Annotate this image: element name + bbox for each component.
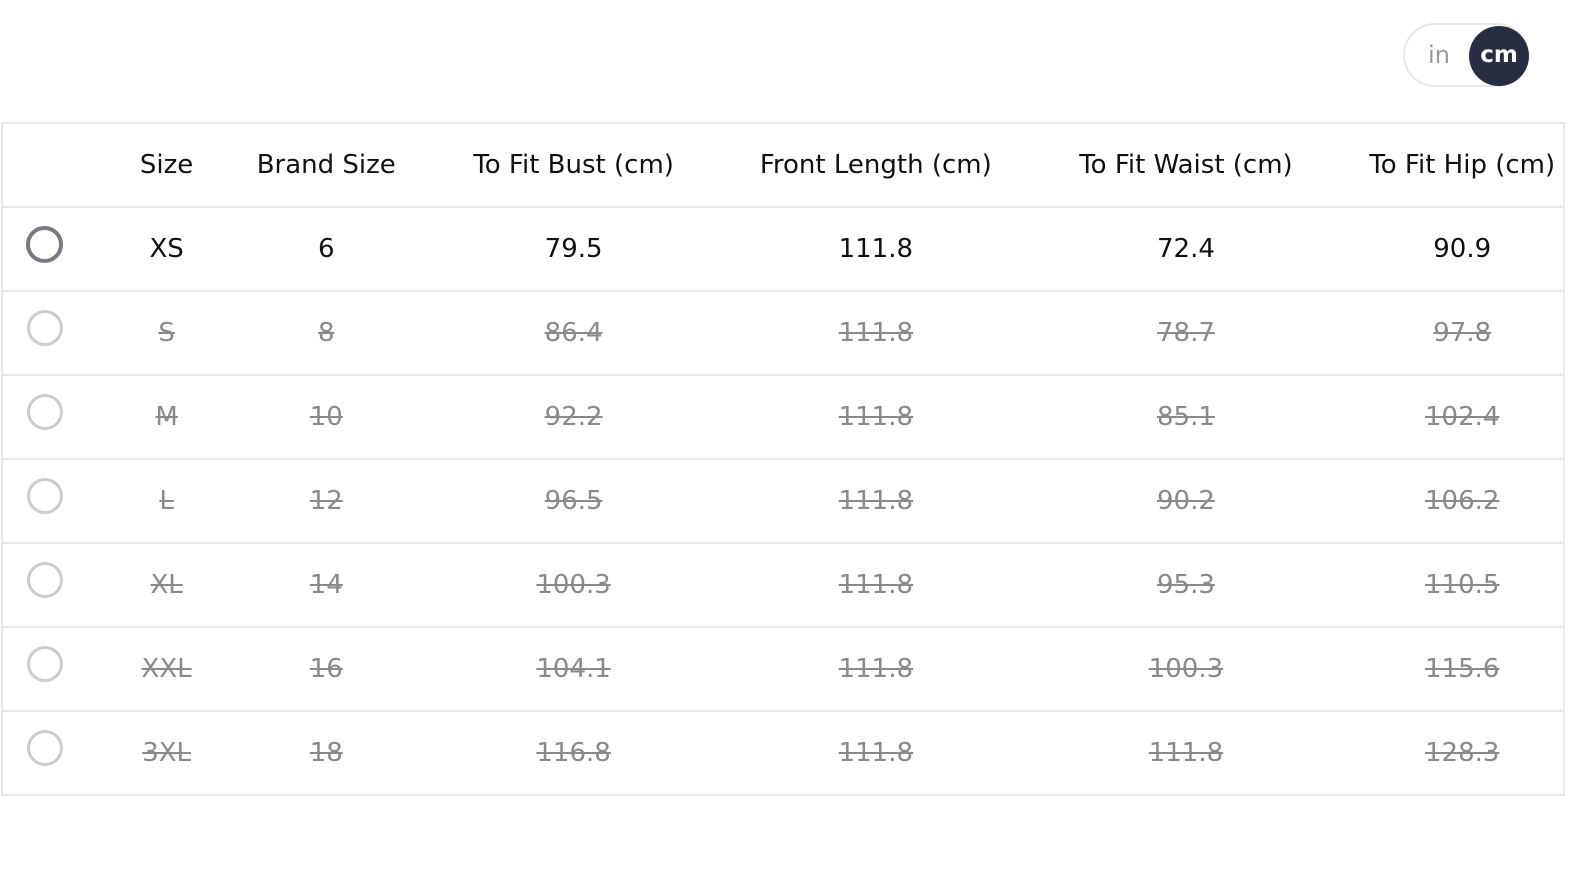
table-cell: 3XL xyxy=(86,711,247,796)
table-cell: L xyxy=(86,459,247,544)
table-header-row: Size Brand Size To Fit Bust (cm) Front Leng… xyxy=(2,123,1564,208)
table-cell: 86.4 xyxy=(406,291,742,376)
column-header: Brand Size xyxy=(246,123,407,208)
table-cell: 92.2 xyxy=(406,375,742,460)
column-header: To Fit Bust (cm) xyxy=(406,123,742,208)
table-cell: 102.4 xyxy=(1361,375,1564,460)
table-row[interactable]: XL 14 100.3 111.8 95.3 110.5 xyxy=(2,543,1564,628)
radio-cell xyxy=(2,627,87,712)
radio-cell xyxy=(2,543,87,628)
table-cell: 111.8 xyxy=(741,375,1011,460)
table-cell: 12 xyxy=(246,459,407,544)
table-cell: 106.2 xyxy=(1361,459,1564,544)
table-cell: XS xyxy=(86,207,247,292)
table-cell: 104.1 xyxy=(406,627,742,712)
table-cell: 18 xyxy=(246,711,407,796)
size-radio[interactable] xyxy=(26,225,64,263)
table-cell: 10 xyxy=(246,375,407,460)
radio-cell xyxy=(2,711,87,796)
column-header: Front Length (cm) xyxy=(741,123,1011,208)
size-radio[interactable] xyxy=(26,394,63,430)
table-cell: 14 xyxy=(246,543,407,628)
table-cell: M xyxy=(86,375,247,460)
table-cell: 111.8 xyxy=(1010,711,1362,796)
size-radio[interactable] xyxy=(26,562,63,598)
table-cell: 100.3 xyxy=(406,543,742,628)
radio-cell xyxy=(2,375,87,460)
table-cell: 116.8 xyxy=(406,711,742,796)
table-cell: 8 xyxy=(246,291,407,376)
table-cell: 110.5 xyxy=(1361,543,1564,628)
column-header: To Fit Hip (cm) xyxy=(1361,123,1564,208)
column-header: Size xyxy=(86,123,247,208)
unit-option-in[interactable]: in xyxy=(1428,41,1450,69)
table-cell: 6 xyxy=(246,207,407,292)
table-row[interactable]: 3XL 18 116.8 111.8 111.8 128.3 xyxy=(2,711,1564,796)
column-header xyxy=(2,123,87,208)
table-row[interactable]: XS 6 79.5 111.8 72.4 90.9 xyxy=(2,207,1564,292)
table-cell: 111.8 xyxy=(741,459,1011,544)
table-cell: 97.8 xyxy=(1361,291,1564,376)
table-row[interactable]: S 8 86.4 111.8 78.7 97.8 xyxy=(2,291,1564,376)
table-cell: S xyxy=(86,291,247,376)
unit-toggle[interactable]: in cm xyxy=(1403,23,1529,87)
table-cell: 111.8 xyxy=(741,543,1011,628)
table-cell: 111.8 xyxy=(741,291,1011,376)
table-cell: XL xyxy=(86,543,247,628)
table-cell: 111.8 xyxy=(741,207,1011,292)
table-cell: 78.7 xyxy=(1010,291,1362,376)
size-radio[interactable] xyxy=(26,310,63,346)
table-cell: 96.5 xyxy=(406,459,742,544)
unit-option-cm[interactable]: cm xyxy=(1469,26,1529,86)
table-cell: 72.4 xyxy=(1010,207,1362,292)
radio-cell xyxy=(2,207,87,292)
table-cell: 111.8 xyxy=(741,711,1011,796)
table-row[interactable]: XXL 16 104.1 111.8 100.3 115.6 xyxy=(2,627,1564,712)
table-cell: XXL xyxy=(86,627,247,712)
radio-cell xyxy=(2,291,87,376)
size-radio[interactable] xyxy=(26,646,63,682)
table-cell: 79.5 xyxy=(406,207,742,292)
table-cell: 90.2 xyxy=(1010,459,1362,544)
table-cell: 115.6 xyxy=(1361,627,1564,712)
size-radio[interactable] xyxy=(26,730,63,766)
size-radio[interactable] xyxy=(26,478,63,514)
table-cell: 128.3 xyxy=(1361,711,1564,796)
table-cell: 16 xyxy=(246,627,407,712)
table-row[interactable]: L 12 96.5 111.8 90.2 106.2 xyxy=(2,459,1564,544)
table-cell: 85.1 xyxy=(1010,375,1362,460)
table-row[interactable]: M 10 92.2 111.8 85.1 102.4 xyxy=(2,375,1564,460)
table-cell: 90.9 xyxy=(1361,207,1564,292)
size-chart-table: Size Brand Size To Fit Bust (cm) Front Leng… xyxy=(1,122,1565,796)
table-cell: 100.3 xyxy=(1010,627,1362,712)
table-cell: 111.8 xyxy=(741,627,1011,712)
table-cell: 95.3 xyxy=(1010,543,1362,628)
column-header: To Fit Waist (cm) xyxy=(1010,123,1362,208)
radio-cell xyxy=(2,459,87,544)
